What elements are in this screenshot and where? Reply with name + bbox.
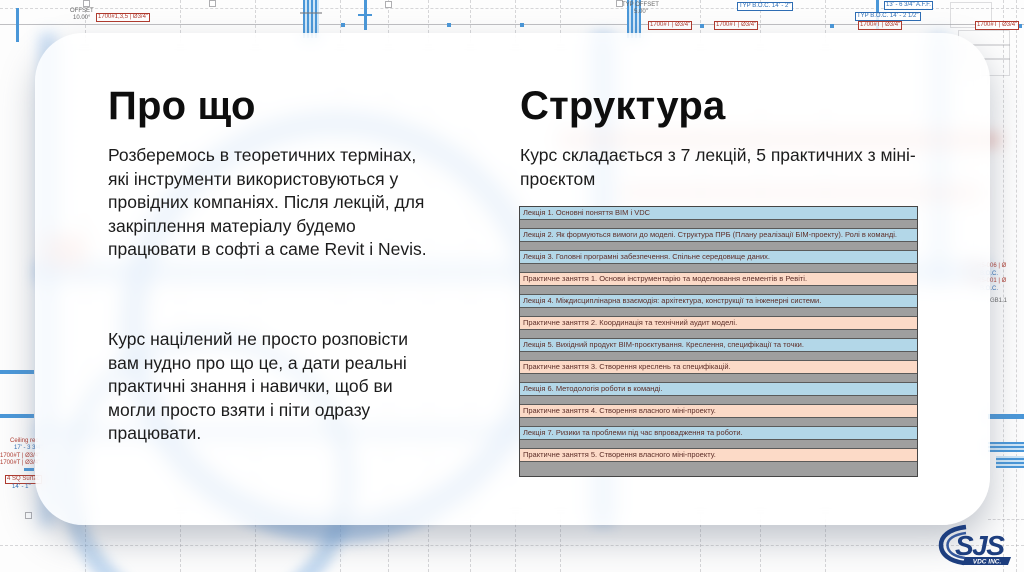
table-row: Практичне заняття 2. Координація та техн…: [520, 316, 917, 330]
table-row: Лекція 1. Основні поняття BIM і VDC: [520, 207, 917, 220]
blueprint-pipe: [24, 468, 34, 471]
table-row: Практичне заняття 3. Створення креслень …: [520, 360, 917, 374]
blueprint-label: 17' - 3 3/4": [14, 445, 43, 451]
about-title: Про що: [108, 84, 256, 128]
blueprint-label: OFFSET: [70, 8, 94, 14]
logo-swoosh-icon: [938, 524, 967, 566]
table-row: Лекція 3. Головні програмні забезпечення…: [520, 250, 917, 264]
blueprint-node: [385, 1, 392, 8]
blueprint-label: Ceiling rec: [10, 438, 39, 444]
blueprint-node: [1018, 24, 1022, 28]
blueprint-pipe: [988, 414, 1024, 419]
blueprint-node: [83, 0, 90, 7]
blueprint-label: 1700#T | Ø3/4": [648, 21, 693, 30]
blueprint-label: 1700#T | Ø3/4": [0, 453, 41, 459]
about-paragraph-1: Розберемось в теоретичних термінах, які …: [108, 145, 427, 259]
table-row: Практичне заняття 1. Основи інструментар…: [520, 272, 917, 286]
logo-graphic: SJS VDC INC.: [938, 524, 1011, 566]
logo-subtext: VDC INC.: [973, 559, 1002, 566]
blueprint-label: TYP OFFSET: [622, 2, 659, 8]
logo-banner: [962, 557, 1011, 565]
blueprint-pipe: [0, 414, 34, 418]
blueprint-node: [447, 23, 451, 27]
blueprint-node: [520, 23, 524, 27]
blueprint-node: [25, 512, 32, 519]
blueprint-label: TYP B.O.C. 14' - 2": [737, 2, 793, 11]
structure-table: Лекція 1. Основні поняття BIM і VDC Лекці…: [519, 206, 918, 477]
table-row: Практичне заняття 4. Створення власного …: [520, 404, 917, 418]
blueprint-pipe-bundle: [988, 442, 1024, 452]
structure-title: Структура: [520, 84, 726, 128]
blueprint-gridline: [0, 24, 1024, 25]
blueprint-gridline: [0, 8, 1024, 9]
table-row: Лекція 4. Міждисциплінарна взаємодія: ар…: [520, 294, 917, 308]
blueprint-label: 5.00": [634, 9, 648, 15]
blueprint-label: 1700#T | Ø3/4": [975, 21, 1020, 30]
structure-subtitle: Курс складається з 7 лекцій, 5 практични…: [520, 145, 916, 189]
blueprint-tick: [358, 14, 372, 16]
blueprint-label: 1700#1,3,5 | Ø3/4": [96, 13, 151, 22]
blueprint-node: [830, 24, 834, 28]
company-logo: SJS VDC INC.: [936, 524, 1014, 566]
blueprint-node: [700, 24, 704, 28]
blueprint-node: [616, 0, 623, 7]
blueprint-pipe: [16, 8, 19, 42]
blueprint-label: 1700#T | Ø3/4": [0, 460, 41, 466]
blueprint-node: [341, 23, 345, 27]
blueprint-label: 10.00°: [73, 15, 91, 21]
blueprint-label: 14' - 1": [12, 484, 31, 490]
blueprint-gridline: [0, 545, 1024, 546]
blueprint-label: TYP B.O.C. 14' - 2 1/2": [855, 12, 921, 21]
table-row: Практичне заняття 5. Створення власного …: [520, 448, 917, 462]
table-row: Лекція 6. Методологія роботи в команді.: [520, 382, 917, 396]
blueprint-gridline: [1003, 0, 1004, 572]
blueprint-pipe-bundle: [996, 456, 1024, 468]
blueprint-gridline: [988, 519, 1024, 520]
about-paragraph-2: Курс націлений не просто розповісти вам …: [108, 329, 409, 443]
blueprint-pipe: [0, 370, 34, 374]
blueprint-linework: [950, 2, 992, 28]
blueprint-node: [209, 0, 216, 7]
table-row: Лекція 2. Як формуються вимоги до моделі…: [520, 228, 917, 242]
table-row: Лекція 5. Вихідний продукт BIM-проєктува…: [520, 338, 917, 352]
blueprint-label: 1700#T | Ø3/4": [858, 21, 903, 30]
blueprint-label: 1700#T | Ø3/4": [714, 21, 759, 30]
blueprint-label: 13' - 6 3/4" A.F.F.: [884, 1, 933, 10]
blueprint-gridline: [1016, 0, 1017, 572]
blueprint-pipe-bundle: [303, 0, 319, 38]
blueprint-tick: [300, 12, 322, 14]
blueprint-label: GB1.1: [990, 298, 1008, 304]
table-row: Лекція 7. Ризики та проблеми під час впр…: [520, 426, 917, 440]
logo-text: SJS: [955, 530, 1005, 561]
blueprint-pipe-bundle: [627, 0, 641, 38]
